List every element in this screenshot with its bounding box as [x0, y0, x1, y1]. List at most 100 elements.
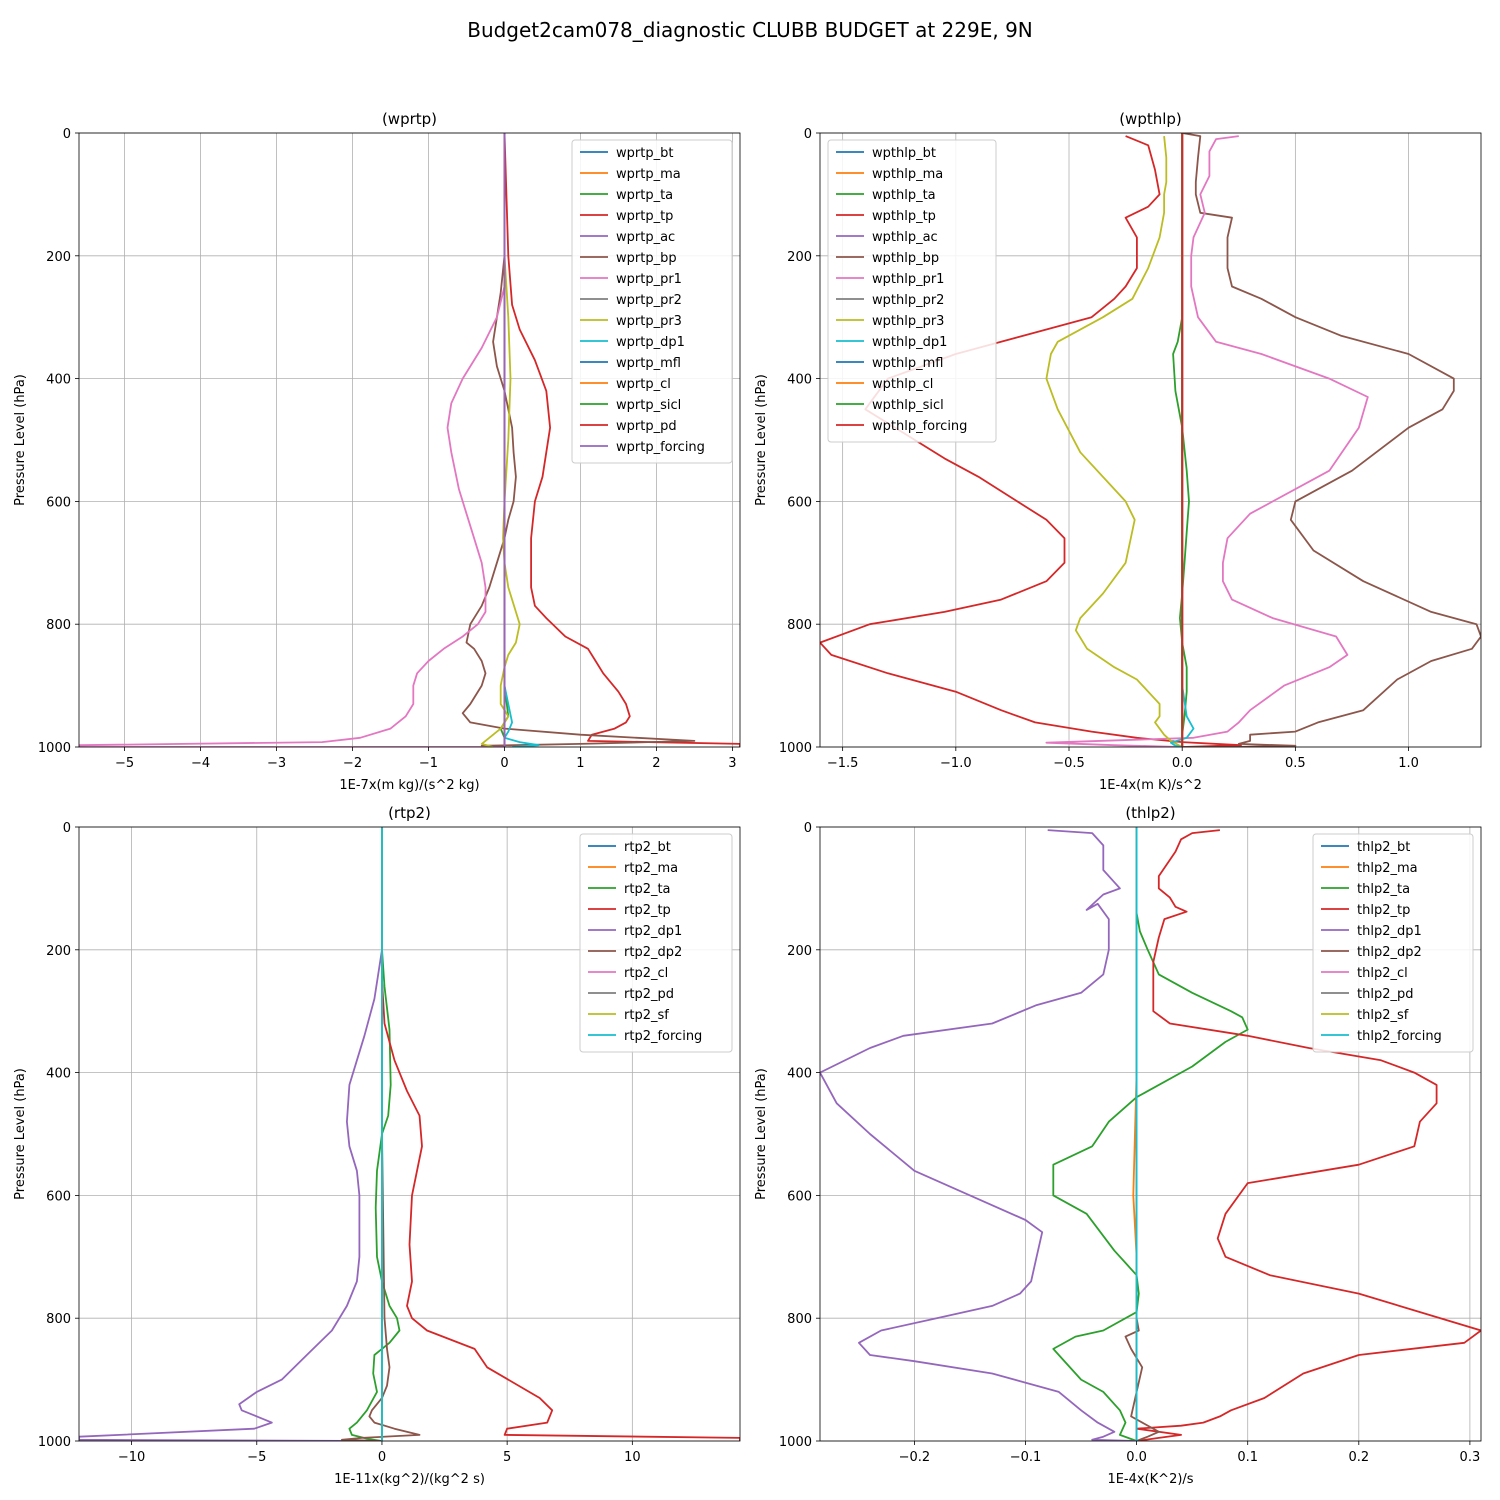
- series-line-rtp2_tp: [381, 827, 740, 1441]
- figure-title: Budget2cam078_diagnostic CLUBB BUDGET at…: [467, 18, 1033, 42]
- subplot-title: (thlp2): [1125, 804, 1175, 822]
- y-axis-label: Pressure Level (hPa): [13, 374, 28, 506]
- series-line-thlp2_dp2: [1124, 827, 1160, 1441]
- legend-box: [827, 139, 997, 443]
- y-tick-label: 400: [46, 1067, 71, 1082]
- plot-frame: [819, 132, 1482, 748]
- legend-label: wpthlp_cl: [872, 377, 933, 392]
- legend-label: rtp2_pd: [624, 987, 674, 1002]
- y-tick-label: 800: [46, 618, 71, 633]
- legend-label: wpthlp_tp: [872, 209, 936, 224]
- y-tick-label: 400: [787, 373, 812, 388]
- legend-box: [571, 139, 733, 464]
- legend-label: rtp2_sf: [624, 1008, 669, 1023]
- series-line-thlp2_dp1: [820, 829, 1137, 1441]
- legend-label: wprtp_cl: [616, 377, 671, 392]
- y-tick-label: 400: [46, 373, 71, 388]
- x-tick-label: 2: [652, 756, 660, 771]
- legend-label: rtp2_dp1: [624, 924, 682, 939]
- legend-label: thlp2_pd: [1357, 987, 1413, 1002]
- x-tick-label: 0.5: [1285, 756, 1306, 771]
- x-tick-label: −0.2: [899, 1450, 931, 1465]
- legend-label: wprtp_ac: [616, 230, 675, 245]
- x-tick-label: 1.0: [1398, 756, 1419, 771]
- legend-label: thlp2_forcing: [1357, 1029, 1442, 1044]
- series-group: [79, 133, 740, 747]
- y-tick-label: 1000: [779, 1435, 812, 1450]
- y-tick-label: 0: [804, 127, 812, 142]
- legend-box: [579, 833, 733, 1053]
- y-tick-label: 0: [63, 127, 71, 142]
- series-line-rtp2_dp1: [79, 827, 383, 1441]
- series-line-wprtp_pr3: [480, 133, 521, 747]
- legend-label: rtp2_ta: [624, 882, 671, 897]
- legend-label: rtp2_tp: [624, 903, 671, 918]
- y-tick-label: 1000: [779, 741, 812, 756]
- y-tick-label: 0: [63, 821, 71, 836]
- series-line-thlp2_tp: [1135, 829, 1481, 1441]
- subplot-4: −0.2 −0.1 0.0 0.1 0.2 0.3 0 200 400 600 800 1000 (th…: [754, 804, 1482, 1487]
- x-tick-label: −1.0: [940, 756, 972, 771]
- x-tick-label: 3: [728, 756, 736, 771]
- legend-label: wprtp_mfl: [616, 356, 681, 371]
- legend-label: thlp2_cl: [1357, 966, 1408, 981]
- x-tick-label: 0.0: [1172, 756, 1193, 771]
- legend-label: wpthlp_pr1: [872, 272, 944, 287]
- series-group: [79, 827, 740, 1441]
- series-line-rtp2_ta: [348, 827, 401, 1441]
- y-tick-label: 200: [787, 250, 812, 265]
- y-tick-label: 1000: [38, 1435, 71, 1450]
- x-tick-label: −1: [419, 756, 438, 771]
- legend-label: wprtp_dp1: [616, 335, 685, 350]
- subplot-title: (wprtp): [382, 110, 437, 128]
- legend: wpthlp_bt wpthlp_ma wpthlp_ta wpthlp_tpwpth…: [827, 139, 997, 443]
- y-tick-label: 0: [804, 821, 812, 836]
- series-line-wprtp_pr1: [79, 133, 506, 747]
- y-tick-label: 200: [787, 944, 812, 959]
- subplot-3: −10 −5 0 5 10 0 200 400 600 800 1000 (rtp2) 1E-11x(k…: [13, 804, 741, 1487]
- legend-label: thlp2_sf: [1357, 1008, 1409, 1023]
- legend-label: wprtp_ma: [616, 167, 681, 182]
- x-tick-label: 0: [378, 1450, 386, 1465]
- x-tick-label: 10: [624, 1450, 641, 1465]
- x-axis-label: 1E-4x(m K)/s^2: [1099, 778, 1202, 793]
- y-tick-label: 200: [46, 250, 71, 265]
- x-tick-label: 0.3: [1460, 1450, 1481, 1465]
- x-tick-label: −4: [191, 756, 210, 771]
- plot-frame: [78, 826, 741, 1442]
- legend-label: wprtp_pd: [616, 419, 677, 434]
- subplot-title: (wpthlp): [1119, 110, 1182, 128]
- legend-label: wpthlp_pr3: [872, 314, 944, 329]
- legend-label: thlp2_bt: [1357, 840, 1410, 855]
- series-line-wpthlp_bp: [1182, 133, 1481, 747]
- legend-label: rtp2_forcing: [624, 1029, 702, 1044]
- legend-label: wprtp_pr3: [616, 314, 682, 329]
- legend-label: wpthlp_ma: [872, 167, 943, 182]
- x-tick-label: −0.5: [1053, 756, 1085, 771]
- y-tick-label: 800: [787, 1312, 812, 1327]
- legend-label: wpthlp_forcing: [872, 419, 967, 434]
- legend-label: wprtp_bt: [616, 146, 673, 161]
- legend-label: thlp2_dp2: [1357, 945, 1422, 960]
- x-axis-label: 1E-4x(K^2)/s: [1107, 1472, 1193, 1487]
- legend: rtp2_bt rtp2_ma rtp2_ta rtp2_tp rtp2_dp1 rtp2…: [579, 833, 733, 1053]
- y-tick-label: 800: [46, 1312, 71, 1327]
- legend-label: rtp2_cl: [624, 966, 668, 981]
- subplot-title: (rtp2): [388, 804, 431, 822]
- x-tick-label: −5: [115, 756, 134, 771]
- y-tick-label: 1000: [38, 741, 71, 756]
- legend-label: wprtp_pr2: [616, 293, 682, 308]
- legend-label: wpthlp_dp1: [872, 335, 947, 350]
- y-tick-label: 400: [787, 1067, 812, 1082]
- y-tick-label: 600: [787, 495, 812, 510]
- x-tick-label: −1.5: [827, 756, 859, 771]
- x-tick-label: 5: [503, 1450, 511, 1465]
- legend-label: rtp2_bt: [624, 840, 671, 855]
- legend-label: wpthlp_bt: [872, 146, 936, 161]
- x-tick-label: 0.0: [1126, 1450, 1147, 1465]
- legend-label: thlp2_ma: [1357, 861, 1418, 876]
- legend-box: [1312, 833, 1474, 1053]
- x-tick-label: −0.1: [1010, 1450, 1042, 1465]
- series-line-wpthlp_pr1: [1045, 135, 1369, 747]
